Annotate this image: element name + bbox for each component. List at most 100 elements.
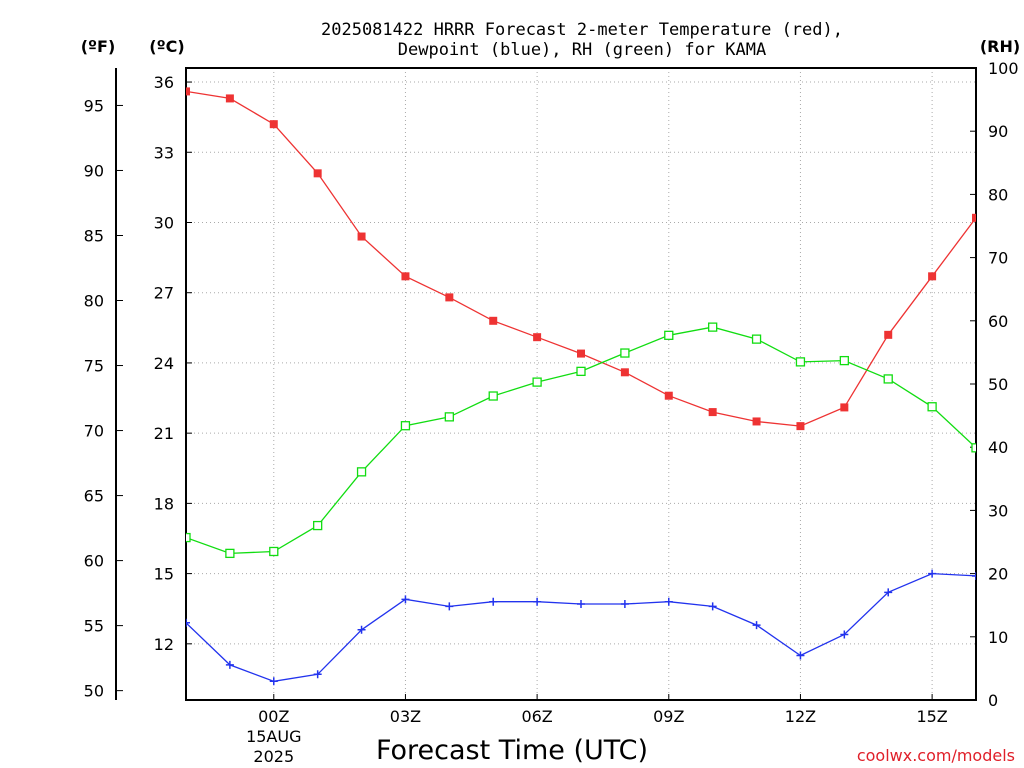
rh-tick-label: 50 (988, 375, 1008, 394)
rh-point (444, 412, 454, 422)
rh-point (313, 520, 323, 531)
celsius-tick-label: 21 (154, 424, 174, 443)
temperature-point (269, 120, 278, 129)
rh-point (186, 532, 191, 543)
rh-point (927, 402, 937, 412)
rh-point (620, 348, 630, 358)
x-tick-label: 00Z (258, 707, 289, 726)
temperature-point (708, 408, 717, 417)
rh-tick-label: 80 (988, 185, 1008, 204)
rh-line (186, 326, 976, 555)
x-tick-label: 09Z (653, 707, 684, 726)
rh-tick-label: 10 (988, 628, 1008, 647)
rh-point (839, 355, 849, 366)
dewpoint-point (401, 595, 410, 604)
temperature-point (186, 87, 190, 96)
temperature-point (840, 403, 849, 412)
rh-tick-label: 0 (988, 691, 998, 710)
celsius-tick-label: 12 (154, 635, 174, 654)
rh-point (532, 377, 542, 387)
dewpoint-point (620, 600, 629, 609)
celsius-tick-label: 30 (154, 213, 174, 232)
rh-tick-label: 70 (988, 249, 1008, 268)
rh-tick-label: 90 (988, 122, 1008, 141)
temperature-point (401, 272, 410, 281)
axes-layer: 50 55 60 65 70 75 80 85 90 95 12 15 18 21 24 27 30 33 36 0 1… (84, 59, 1019, 766)
temperature-point (533, 333, 542, 342)
temperature-point (972, 213, 976, 222)
rh-point (488, 391, 498, 401)
fahrenheit-tick-label: 75 (84, 357, 104, 376)
rh-point (576, 366, 586, 377)
dewpoint-point (884, 588, 893, 597)
rh-tick-label: 20 (988, 565, 1008, 584)
dewpoint-point (269, 677, 278, 686)
rh-point (356, 467, 367, 477)
dewpoint-point (708, 602, 717, 611)
dewpoint-point (445, 602, 454, 611)
rh-point (883, 374, 893, 384)
fahrenheit-tick-label: 90 (84, 161, 104, 180)
rh-unit-label: (RH) (980, 37, 1020, 56)
dewpoint-line (186, 572, 976, 682)
fahrenheit-tick-label: 50 (84, 682, 104, 701)
rh-tick-label: 30 (988, 501, 1008, 520)
dewpoint-point (840, 630, 849, 639)
dewpoint-point (796, 651, 805, 660)
rh-tick-label: 60 (988, 312, 1008, 331)
fahrenheit-tick-label: 70 (84, 422, 104, 441)
x-tick-label: 12Z (785, 707, 816, 726)
x-tick-label: 15Z (916, 707, 947, 726)
temperature-point (577, 349, 585, 358)
temperature-point (489, 316, 498, 325)
rh-tick-label: 100 (988, 59, 1019, 78)
celsius-unit-label: (ºC) (149, 37, 184, 56)
rh-point (751, 334, 762, 344)
series-layer (186, 87, 976, 686)
fahrenheit-tick-label: 65 (84, 487, 104, 506)
temperature-point (796, 422, 805, 431)
dewpoint-point (186, 618, 190, 627)
celsius-tick-label: 24 (154, 354, 174, 373)
x-axis-label: Forecast Time (UTC) (376, 735, 648, 766)
rh-point (269, 546, 279, 557)
celsius-tick-label: 18 (154, 494, 174, 513)
rh-point (664, 330, 674, 340)
x-tick-label: 03Z (390, 707, 421, 726)
temperature-point (313, 169, 322, 178)
temperature-point (445, 293, 454, 302)
celsius-tick-label: 15 (154, 565, 174, 584)
temperature-point (357, 232, 366, 241)
dewpoint-point (972, 571, 976, 580)
temperature-point (620, 368, 629, 377)
fahrenheit-tick-label: 80 (84, 292, 104, 311)
fahrenheit-unit-label: (ºF) (81, 37, 116, 56)
dewpoint-point (752, 621, 761, 630)
x-tick-sublabel: 2025 (253, 747, 294, 766)
dewpoint-point (664, 597, 673, 606)
rh-point (400, 421, 411, 431)
dewpoint-point (533, 597, 542, 606)
fahrenheit-tick-label: 55 (84, 617, 104, 636)
fahrenheit-tick-label: 85 (84, 226, 104, 245)
credit-label: coolwx.com/models (857, 746, 1015, 765)
x-tick-label: 06Z (521, 707, 552, 726)
dewpoint-point (928, 569, 937, 578)
fahrenheit-tick-label: 95 (84, 96, 104, 115)
chart-title-line-2: Dewpoint (blue), RH (green) for KAMA (398, 40, 766, 60)
temperature-point (225, 94, 234, 103)
celsius-tick-label: 27 (154, 284, 174, 303)
chart-title-line-1: 2025081422 HRRR Forecast 2-meter Tempera… (321, 20, 843, 40)
dewpoint-point (577, 600, 585, 609)
temperature-point (664, 391, 673, 400)
rh-point (708, 322, 718, 332)
dewpoint-point (313, 670, 322, 679)
celsius-tick-label: 36 (154, 73, 174, 92)
rh-point (795, 357, 806, 367)
temperature-point (928, 272, 937, 281)
temperature-point (752, 417, 761, 426)
rh-point (225, 548, 235, 559)
dewpoint-point (357, 625, 366, 634)
temperature-point (884, 330, 893, 339)
